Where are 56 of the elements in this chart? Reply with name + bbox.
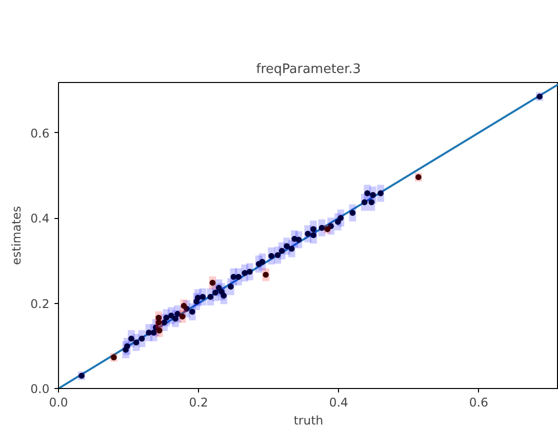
y-tick-label: 0.2: [30, 296, 50, 311]
point: [124, 343, 130, 350]
x-tick-label: 0.0: [48, 396, 68, 410]
point: [259, 258, 266, 265]
point: [138, 336, 145, 342]
point: [262, 272, 269, 278]
point: [284, 243, 290, 250]
chart-title: freqParameter.3: [256, 62, 361, 77]
point: [189, 308, 196, 315]
point: [378, 190, 384, 196]
point: [200, 294, 206, 300]
x-tick-label: 0.2: [189, 396, 208, 410]
point: [174, 310, 181, 317]
point: [274, 252, 281, 258]
point: [304, 230, 311, 237]
point: [168, 312, 174, 319]
x-tick-label: 0.4: [329, 396, 348, 410]
point: [180, 302, 187, 309]
y-tick-label: 0.0: [30, 382, 50, 396]
point: [133, 339, 140, 346]
point: [368, 199, 375, 206]
point: [268, 252, 274, 259]
point: [161, 319, 168, 326]
point: [194, 294, 201, 301]
point: [210, 280, 216, 286]
point: [216, 284, 222, 291]
point: [212, 290, 218, 296]
point: [278, 248, 285, 254]
point: [246, 268, 253, 275]
point: [296, 236, 302, 243]
point: [310, 226, 316, 232]
point: [128, 336, 134, 342]
point: [242, 270, 248, 276]
point: [310, 232, 316, 238]
point: [364, 190, 370, 196]
point: [146, 330, 152, 336]
point: [328, 223, 334, 230]
x-axis-title: truth: [294, 414, 324, 428]
y-tick-label: 0.6: [30, 126, 50, 140]
point: [163, 314, 170, 321]
point: [318, 224, 325, 231]
point: [228, 284, 234, 290]
point: [179, 313, 186, 320]
point: [370, 192, 376, 198]
point: [156, 328, 162, 334]
point: [220, 292, 227, 299]
point: [207, 294, 214, 300]
y-axis-title: estimates: [9, 206, 24, 266]
point: [288, 246, 295, 252]
point: [172, 316, 178, 322]
y-tick-label: 0.4: [30, 212, 50, 226]
point: [150, 330, 157, 336]
x-tick-label: 0.6: [469, 396, 488, 410]
point: [338, 215, 344, 222]
point: [350, 210, 356, 216]
point: [362, 199, 368, 206]
